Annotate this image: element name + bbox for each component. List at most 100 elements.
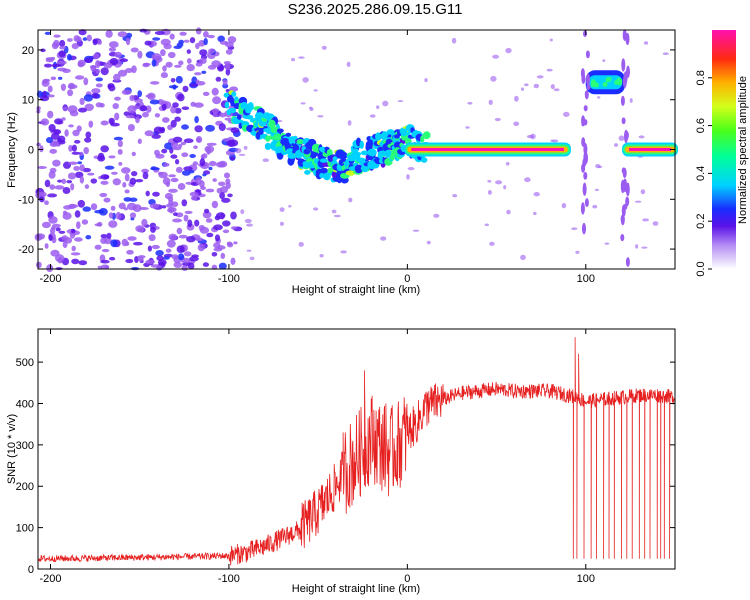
noise-speckle (174, 64, 182, 68)
noise-speckle (79, 97, 85, 105)
noise-speckle (53, 39, 60, 48)
colorbar-tick-label: 0.0 (695, 261, 707, 276)
streak-speckle (585, 50, 590, 59)
noise-speckle (95, 83, 103, 88)
faint-speckle (262, 158, 269, 162)
noise-speckle (48, 124, 56, 132)
noise-speckle (177, 93, 185, 102)
trace-point (273, 133, 282, 141)
faint-speckle (319, 254, 324, 258)
noise-speckle (67, 38, 73, 42)
noise-speckle (68, 124, 74, 128)
noise-speckle (79, 176, 85, 184)
noise-speckle (109, 256, 116, 261)
noise-speckle (195, 79, 200, 83)
noise-speckle (54, 185, 65, 190)
noise-speckle (168, 200, 174, 206)
noise-speckle (218, 181, 226, 186)
noise-speckle (196, 136, 203, 143)
noise-speckle (118, 162, 123, 166)
faint-speckle (533, 83, 539, 89)
trace-point (258, 127, 264, 135)
noise-speckle (129, 95, 135, 102)
noise-speckle (175, 159, 180, 165)
noise-speckle (134, 256, 139, 263)
noise-speckle (206, 142, 217, 146)
streak-speckle (584, 90, 589, 100)
noise-speckle (165, 248, 172, 253)
noise-speckle (100, 67, 109, 76)
noise-speckle (182, 85, 189, 93)
carrier-peak (629, 148, 671, 151)
noise-speckle (59, 45, 66, 50)
noise-speckle (101, 248, 110, 253)
noise-speckle (39, 145, 44, 153)
noise-speckle (183, 257, 190, 264)
faint-speckle (331, 209, 337, 214)
noise-speckle (70, 228, 76, 234)
streak-speckle (583, 119, 588, 126)
noise-speckle (195, 237, 204, 242)
faint-speckle (488, 99, 493, 105)
noise-speckle (150, 167, 160, 171)
noise-speckle (199, 158, 206, 167)
noise-speckle (219, 192, 226, 199)
streak-speckle (583, 30, 587, 37)
trace-point (359, 140, 364, 149)
streak-speckle (625, 32, 630, 46)
trace-point (393, 141, 403, 149)
noise-speckle (84, 57, 93, 64)
trace-point (370, 148, 375, 157)
noise-speckle (119, 58, 129, 63)
noise-speckle (156, 265, 162, 271)
noise-speckle (215, 76, 222, 82)
noise-speckle (41, 221, 51, 229)
faint-speckle (604, 242, 610, 245)
trace-point (285, 132, 292, 137)
faint-speckle (505, 47, 512, 54)
noise-speckle (44, 200, 49, 205)
noise-speckle (125, 37, 131, 46)
trace-point (311, 153, 317, 160)
noise-speckle (160, 49, 166, 57)
noise-speckle (55, 227, 61, 232)
noise-speckle (203, 38, 208, 46)
noise-speckle (94, 223, 103, 227)
streak-speckle (580, 202, 585, 215)
noise-speckle (217, 35, 225, 43)
trace-point (265, 135, 271, 142)
trace-point (331, 171, 337, 178)
noise-speckle (77, 161, 82, 165)
noise-speckle (114, 96, 121, 101)
streak-speckle (581, 163, 586, 173)
faint-speckle (465, 126, 470, 129)
snr-ytick-label: 300 (16, 440, 34, 452)
noise-speckle (111, 171, 118, 175)
noise-speckle (149, 99, 160, 105)
faint-speckle (643, 41, 649, 45)
noise-speckle (51, 236, 57, 244)
colorbar-tick-label: 0.4 (695, 166, 707, 181)
faint-speckle (313, 89, 318, 92)
faint-speckle (380, 236, 387, 241)
trace-point (254, 121, 260, 128)
noise-speckle (57, 179, 63, 183)
noise-speckle (47, 94, 55, 98)
noise-speckle (222, 229, 230, 234)
noise-speckle (225, 68, 231, 76)
faint-speckle (334, 214, 341, 218)
trace-point (234, 96, 239, 101)
noise-speckle (161, 148, 168, 154)
noise-speckle (144, 40, 152, 46)
noise-speckle (48, 216, 58, 224)
noise-speckle (109, 57, 119, 66)
faint-speckle (426, 240, 431, 245)
carrier-peak (411, 148, 564, 151)
noise-speckle (54, 118, 63, 125)
noise-speckle (226, 241, 233, 246)
streak-speckle (583, 143, 588, 156)
noise-speckle (72, 129, 80, 137)
noise-speckle (100, 259, 110, 264)
spectrogram-xlabel: Height of straight line (km) (292, 284, 420, 296)
noise-speckle (172, 102, 179, 108)
